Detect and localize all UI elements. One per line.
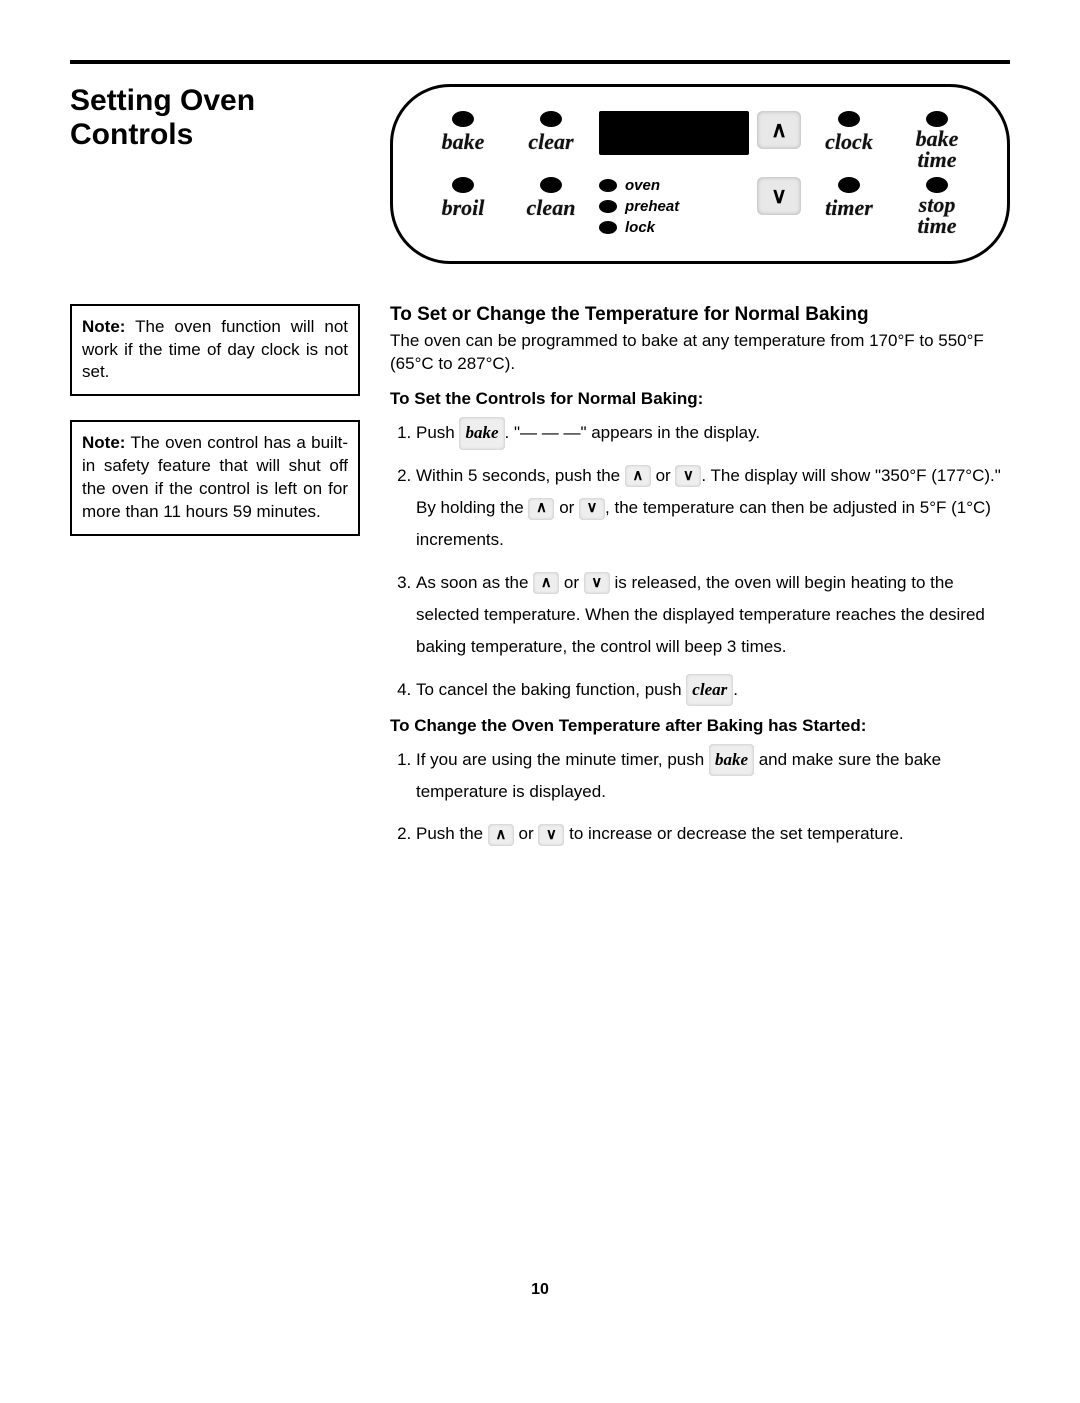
side-column: Note: The oven function will not work if… [70,304,360,861]
s2-2b: to increase or decrease the set temperat… [564,824,903,843]
inline-down-arrow-icon: ∨ [579,498,605,520]
clean-button: clean [511,177,591,221]
bake-time-bottom: time [917,147,956,172]
s3a: As soon as the [416,573,533,592]
stop-time-label: stop time [917,195,956,237]
oven-indicator: oven [599,177,749,194]
inline-down-arrow-icon: ∨ [675,465,701,487]
panel-row-bottom: broil clean oven preheat [423,177,977,237]
s3or: or [559,573,584,592]
dot-icon [926,111,948,127]
page-number: 10 [70,1281,1010,1299]
step-1: Push bake. "— — —" appears in the displa… [416,417,1010,449]
lock-indicator-label: lock [625,219,655,236]
s2or2: or [554,498,579,517]
clock-label: clock [825,129,873,155]
step2-1: If you are using the minute timer, push … [416,744,1010,809]
dot-icon [452,111,474,127]
section-intro: The oven can be programmed to bake at an… [390,330,1010,376]
clock-button: clock [809,111,889,155]
note1-prefix: Note: [82,317,125,336]
inline-bake-button: bake [459,417,504,449]
body-column: To Set or Change the Temperature for Nor… [390,304,1010,861]
step-4: To cancel the baking function, push clea… [416,674,1010,706]
inline-up-arrow-icon: ∧ [625,465,651,487]
step-2: Within 5 seconds, push the ∧ or ∨. The d… [416,460,1010,557]
s4b: . [733,680,738,699]
dot-icon [599,221,617,234]
subheading-1: To Set the Controls for Normal Baking: [390,389,1010,409]
dot-icon [540,177,562,193]
dot-icon [838,177,860,193]
bake-time-label: bake time [916,129,959,171]
section-heading: To Set or Change the Temperature for Nor… [390,304,1010,326]
dot-icon [926,177,948,193]
s2-2a: Push the [416,824,488,843]
stop-time-button: stop time [897,177,977,237]
broil-label: broil [442,195,485,221]
up-arrow-pad: ∧ [757,111,801,149]
preheat-indicator-label: preheat [625,198,679,215]
header-row: Setting Oven Controls bake clear ∧ clock [70,84,1010,264]
preheat-indicator: preheat [599,198,749,215]
inline-clear-button: clear [686,674,733,706]
s2-1a: If you are using the minute timer, push [416,750,709,769]
dot-icon [452,177,474,193]
s1b: . "— — —" appears in the display. [505,423,761,442]
s2or: or [651,466,676,485]
steps-list-1: Push bake. "— — —" appears in the displa… [390,417,1010,705]
clear-label: clear [528,129,573,155]
broil-button: broil [423,177,503,221]
clean-label: clean [527,195,576,221]
inline-down-arrow-icon: ∨ [584,572,610,594]
dot-icon [838,111,860,127]
s2a: Within 5 seconds, push the [416,466,625,485]
bake-time-button: bake time [897,111,977,171]
main-columns: Note: The oven function will not work if… [70,304,1010,861]
down-arrow-pad: ∨ [757,177,801,215]
s4a: To cancel the baking function, push [416,680,686,699]
timer-button: timer [809,177,889,221]
bake-button: bake [423,111,503,155]
subheading-2: To Change the Oven Temperature after Bak… [390,716,1010,736]
indicator-column: oven preheat lock [599,177,749,236]
panel-row-top: bake clear ∧ clock bake time [423,111,977,171]
s1a: Push [416,423,459,442]
note2-prefix: Note: [82,433,125,452]
note-box-2: Note: The oven control has a built-in sa… [70,420,360,536]
dot-icon [599,200,617,213]
page-title: Setting Oven Controls [70,84,370,152]
control-panel-wrap: bake clear ∧ clock bake time [390,84,1010,264]
display-screen [599,111,749,155]
inline-up-arrow-icon: ∧ [488,824,514,846]
note-box-1: Note: The oven function will not work if… [70,304,360,397]
top-rule [70,60,1010,64]
inline-up-arrow-icon: ∧ [533,572,559,594]
step-3: As soon as the ∧ or ∨ is released, the o… [416,567,1010,664]
dot-icon [599,179,617,192]
step2-2: Push the ∧ or ∨ to increase or decrease … [416,818,1010,850]
dot-icon [540,111,562,127]
bake-label: bake [442,129,485,155]
control-panel: bake clear ∧ clock bake time [390,84,1010,264]
inline-bake-button: bake [709,744,754,776]
s2-2or: or [514,824,539,843]
steps-list-2: If you are using the minute timer, push … [390,744,1010,851]
lock-indicator: lock [599,219,749,236]
oven-indicator-label: oven [625,177,660,194]
clear-button: clear [511,111,591,155]
timer-label: timer [825,195,873,221]
inline-down-arrow-icon: ∨ [538,824,564,846]
inline-up-arrow-icon: ∧ [528,498,554,520]
stop-time-bottom: time [917,213,956,238]
